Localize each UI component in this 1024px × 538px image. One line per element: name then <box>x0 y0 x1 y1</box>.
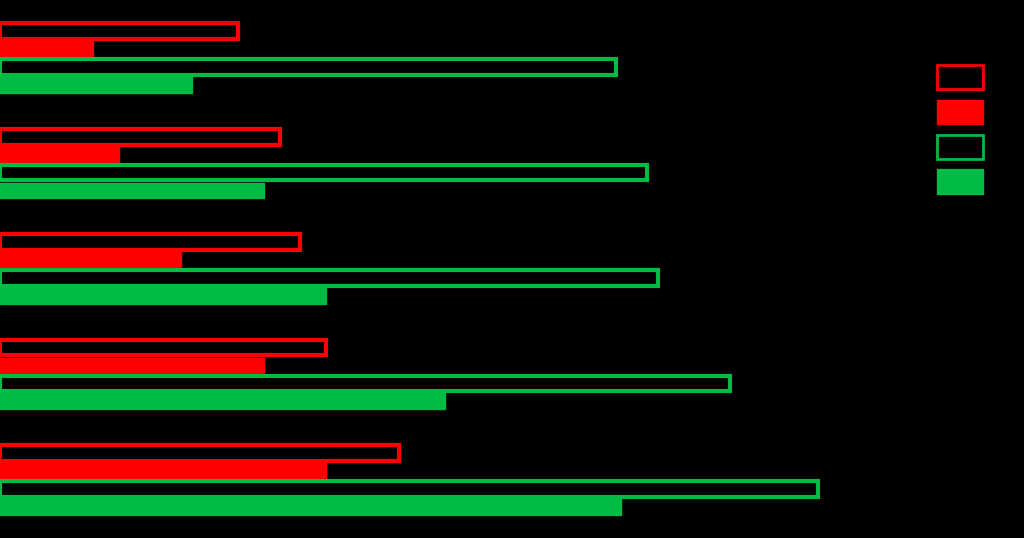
Bar <box>0 147 119 162</box>
Bar <box>0 77 191 93</box>
Bar <box>0 165 647 180</box>
Bar <box>0 59 616 75</box>
Bar <box>0 182 264 199</box>
Bar <box>0 339 327 356</box>
Bar <box>0 393 445 409</box>
Bar <box>0 234 300 250</box>
Bar <box>0 252 181 268</box>
Bar <box>0 270 657 286</box>
Bar <box>0 376 730 391</box>
Bar <box>0 23 239 39</box>
Bar <box>0 445 398 461</box>
Bar <box>0 463 327 479</box>
Bar <box>0 288 327 304</box>
Bar <box>0 129 280 145</box>
Bar <box>0 499 622 515</box>
Bar <box>0 41 93 57</box>
Bar <box>0 358 264 373</box>
Bar <box>0 481 818 497</box>
